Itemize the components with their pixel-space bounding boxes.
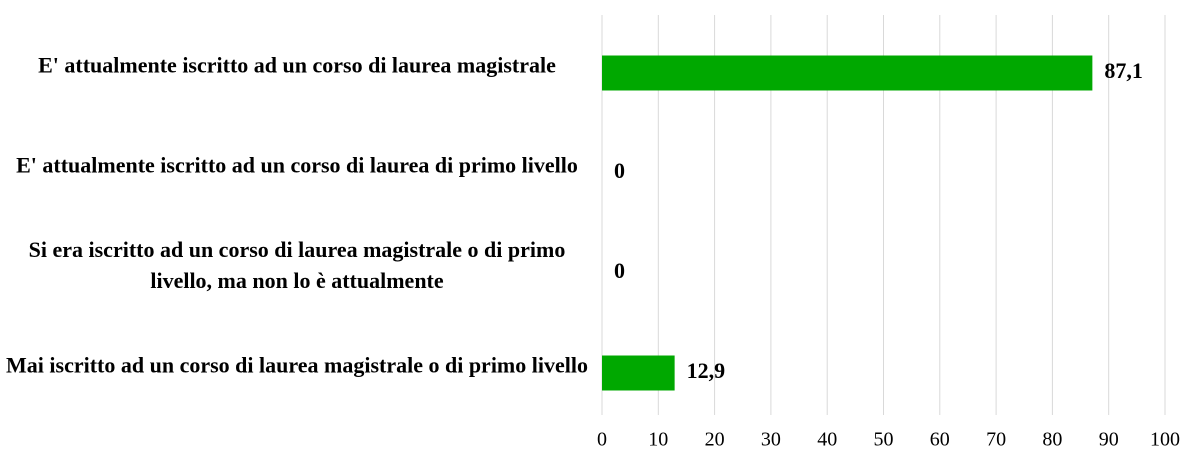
x-tick-label: 80	[1042, 429, 1062, 451]
x-tick-label: 60	[930, 429, 950, 451]
bar	[602, 55, 1093, 91]
category-label: Mai iscritto ad un corso di laurea magis…	[6, 352, 588, 378]
x-tick-label: 90	[1099, 429, 1119, 451]
x-tick-label: 50	[874, 429, 894, 451]
value-label: 12,9	[687, 358, 726, 383]
value-label: 0	[614, 258, 625, 283]
value-label: 87,1	[1104, 58, 1143, 83]
x-tick-label: 100	[1150, 429, 1180, 451]
x-tick-label: 0	[597, 429, 607, 451]
x-tick-label: 10	[648, 429, 668, 451]
category-label: E' attualmente iscritto ad un corso di l…	[16, 152, 578, 178]
value-label: 0	[614, 158, 625, 183]
x-tick-label: 20	[705, 429, 725, 451]
x-tick-label: 70	[986, 429, 1006, 451]
x-tick-label: 40	[817, 429, 837, 451]
bar	[602, 355, 675, 391]
category-label: E' attualmente iscritto ad un corso di l…	[38, 52, 556, 78]
category-label: Si era iscritto ad un corso di laurea ma…	[28, 237, 566, 293]
x-tick-label: 30	[761, 429, 781, 451]
